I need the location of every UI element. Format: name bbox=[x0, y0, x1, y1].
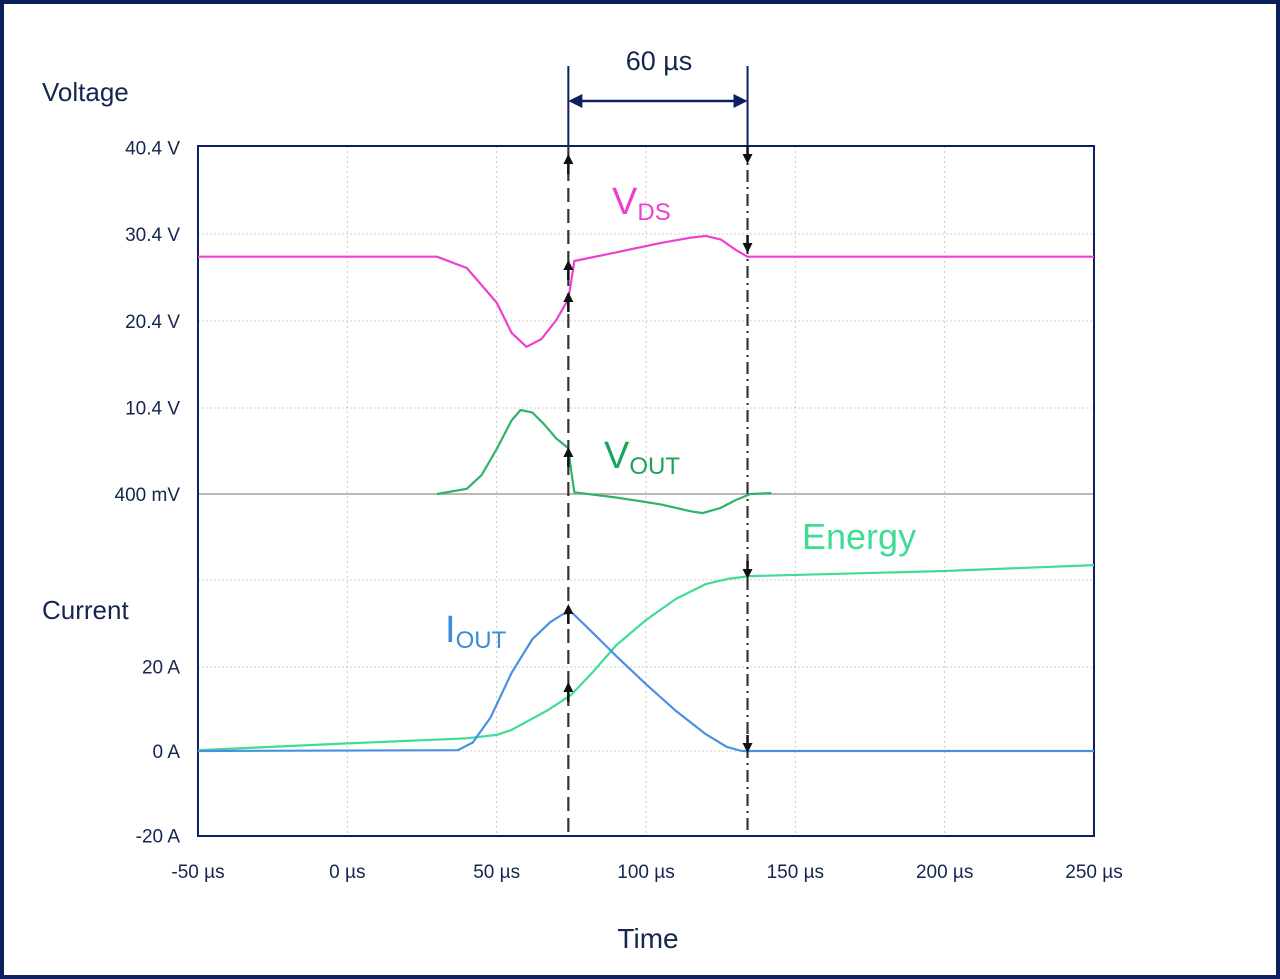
x-tick-label: 50 µs bbox=[473, 862, 520, 883]
trace-label-vds: VDS bbox=[612, 181, 671, 226]
voltage-tick-label: 400 mV bbox=[115, 485, 181, 506]
trace-energy bbox=[197, 564, 1095, 752]
x-tick-label: 150 µs bbox=[767, 862, 824, 883]
x-tick-label: 250 µs bbox=[1065, 862, 1122, 883]
voltage-tick-label: 30.4 V bbox=[125, 225, 180, 246]
arrow-up-icon bbox=[563, 292, 574, 302]
plot-border bbox=[197, 145, 1095, 837]
arrow-down-icon bbox=[742, 154, 753, 164]
arrow-right-icon bbox=[733, 94, 748, 108]
trace-label-iout: IOUT bbox=[445, 609, 507, 654]
voltage-tick-label: 40.4 V bbox=[125, 139, 180, 160]
arrow-down-icon bbox=[742, 743, 753, 753]
trace-label-energy: Energy bbox=[802, 516, 916, 557]
grid bbox=[198, 146, 1094, 836]
x-tick-label: 0 µs bbox=[329, 862, 365, 883]
arrow-up-icon bbox=[563, 447, 574, 457]
arrow-down-icon bbox=[742, 569, 753, 579]
voltage-tick-label: 20.4 V bbox=[125, 312, 180, 333]
tick-labels: -50 µs 0 µs 50 µs 100 µs 150 µs 200 µs 250 µs 4… bbox=[115, 139, 1123, 883]
arrow-up-icon bbox=[563, 154, 574, 164]
current-tick-label: 0 A bbox=[153, 742, 181, 763]
x-axis-label: Time bbox=[617, 923, 678, 954]
arrow-up-icon bbox=[563, 604, 574, 614]
arrow-up-icon bbox=[563, 682, 574, 692]
x-tick-label: 200 µs bbox=[916, 862, 973, 883]
arrow-left-icon bbox=[568, 94, 583, 108]
current-tick-label: -20 A bbox=[136, 827, 181, 848]
arrow-up-icon bbox=[563, 260, 574, 270]
y-axis-label-voltage: Voltage bbox=[42, 77, 129, 107]
x-tick-label: 100 µs bbox=[617, 862, 674, 883]
trace-label-vout: VOUT bbox=[604, 435, 680, 480]
interval-annotation-label: 60 µs bbox=[626, 46, 693, 76]
cursors bbox=[563, 66, 753, 836]
trace-vout bbox=[436, 408, 772, 515]
voltage-tick-label: 10.4 V bbox=[125, 398, 180, 419]
current-tick-label: 20 A bbox=[142, 658, 180, 679]
x-tick-label: -50 µs bbox=[171, 862, 224, 883]
y-axis-label-current: Current bbox=[42, 595, 129, 625]
arrow-down-icon bbox=[742, 243, 753, 253]
trace-vds bbox=[198, 234, 1094, 348]
